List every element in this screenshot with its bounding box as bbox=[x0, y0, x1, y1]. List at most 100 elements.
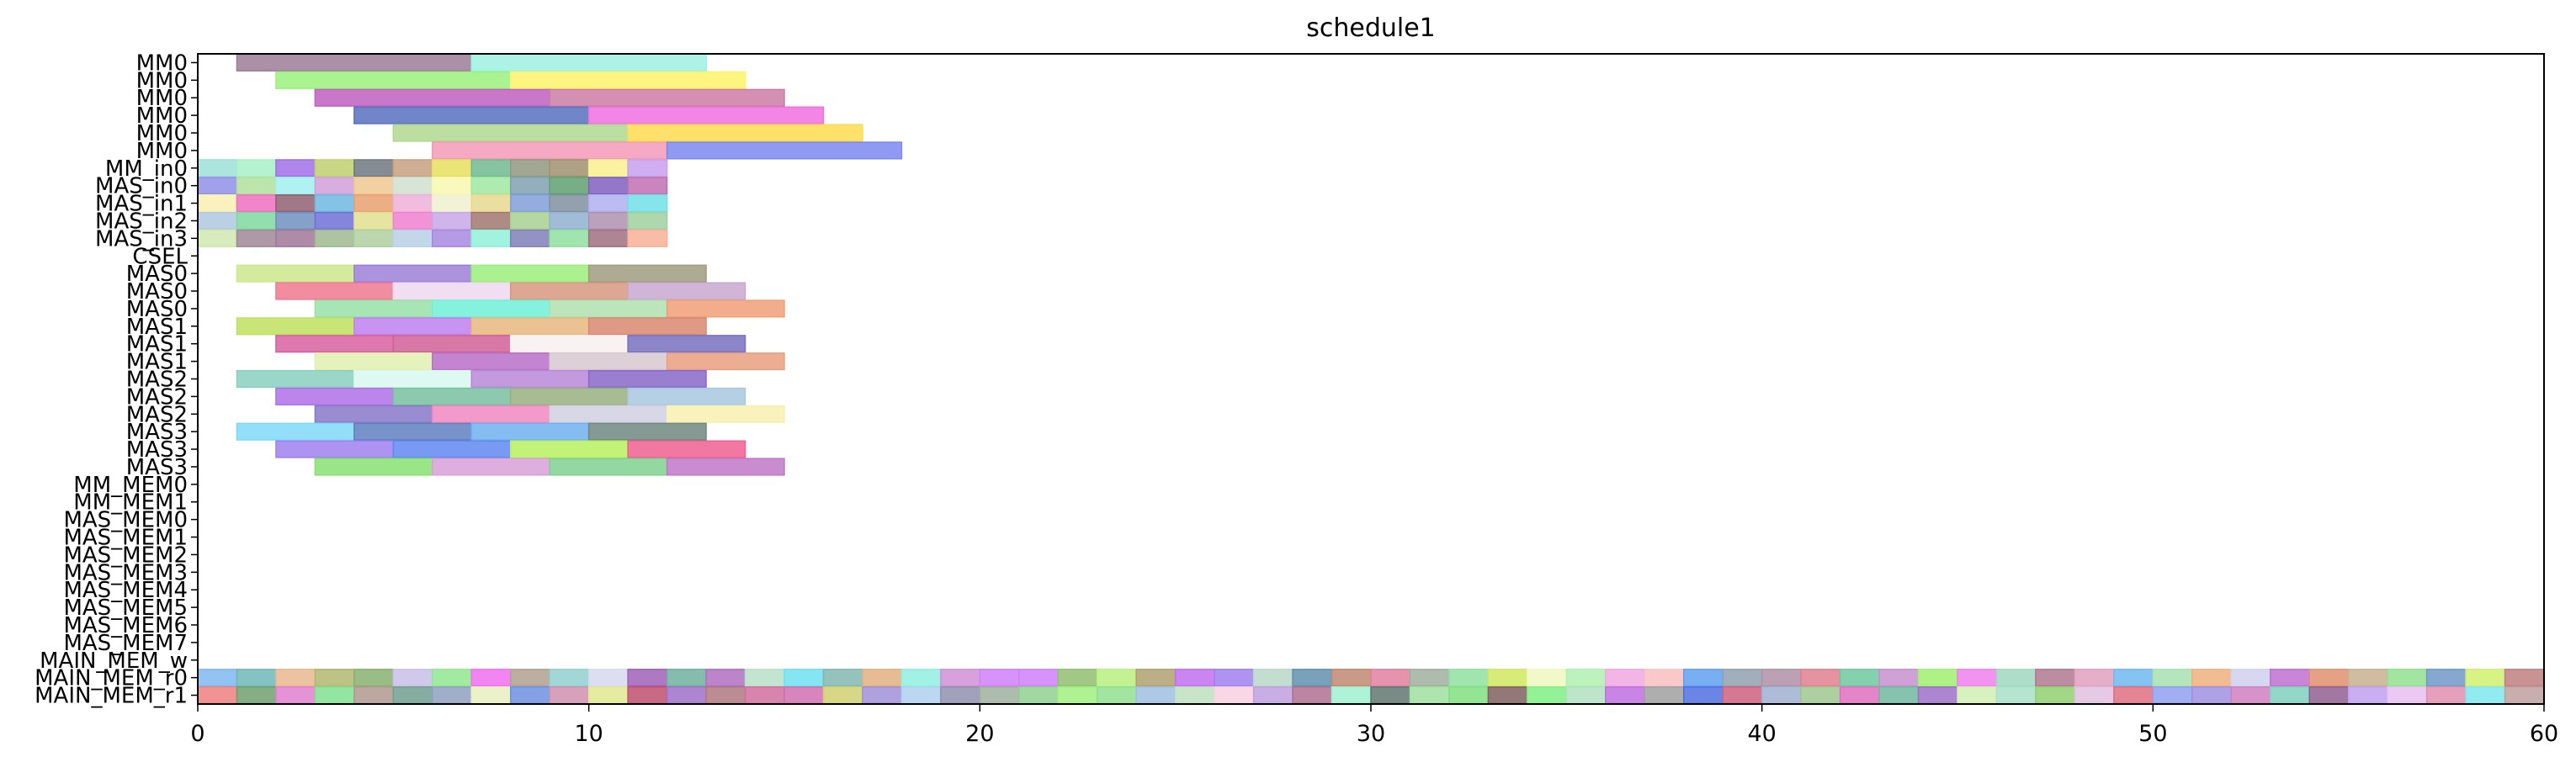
mem-bar bbox=[587, 686, 629, 705]
mem-bar bbox=[1448, 686, 1490, 705]
task-bar bbox=[509, 159, 550, 177]
task-bar bbox=[509, 335, 629, 353]
mem-bar bbox=[236, 686, 277, 705]
task-bar bbox=[549, 352, 668, 371]
task-bar bbox=[353, 159, 395, 177]
mem-bar bbox=[353, 686, 395, 705]
mem-bar bbox=[314, 669, 355, 687]
task-bar bbox=[353, 264, 473, 283]
mem-bar bbox=[2191, 669, 2233, 687]
task-bar bbox=[627, 194, 668, 213]
task-bar bbox=[549, 159, 590, 177]
x-tick-label: 60 bbox=[2530, 721, 2558, 747]
x-tick-label: 30 bbox=[1357, 721, 1385, 747]
mem-bar bbox=[1487, 686, 1528, 705]
task-bar bbox=[353, 194, 395, 213]
task-bar bbox=[236, 53, 473, 72]
y-tick-label: MAS_MEM0 bbox=[63, 508, 188, 533]
mem-bar bbox=[2504, 686, 2545, 705]
mem-bar bbox=[1839, 686, 1880, 705]
task-bar bbox=[587, 317, 707, 336]
mem-bar bbox=[1174, 669, 1215, 687]
mem-bar bbox=[1330, 669, 1372, 687]
task-bar bbox=[549, 211, 590, 230]
mem-bar bbox=[2152, 669, 2193, 687]
task-bar bbox=[549, 88, 785, 107]
mem-bar bbox=[1409, 686, 1450, 705]
task-bar bbox=[470, 53, 707, 72]
mem-bar bbox=[627, 669, 668, 687]
task-bar bbox=[509, 194, 550, 213]
task-bar bbox=[275, 177, 316, 195]
task-bar bbox=[470, 159, 512, 177]
y-tick-label: MM_MEM0 bbox=[73, 473, 188, 498]
x-tick-label: 40 bbox=[1747, 721, 1776, 747]
mem-bar bbox=[1527, 686, 1568, 705]
task-bar bbox=[549, 194, 590, 213]
mem-bar bbox=[1135, 669, 1176, 687]
task-bar bbox=[392, 282, 512, 300]
mem-bar bbox=[1096, 686, 1137, 705]
task-bar bbox=[549, 299, 668, 318]
y-tick-label: MAS_MEM1 bbox=[63, 526, 188, 551]
mem-bar bbox=[940, 669, 981, 687]
mem-bar bbox=[1682, 686, 1724, 705]
task-bar bbox=[587, 229, 629, 247]
task-bar bbox=[275, 387, 395, 405]
task-bar bbox=[432, 177, 473, 195]
task-bar bbox=[314, 211, 355, 230]
mem-bar bbox=[2074, 669, 2115, 687]
task-bar bbox=[509, 440, 629, 458]
task-bar bbox=[392, 387, 512, 405]
mem-bar bbox=[940, 686, 981, 705]
task-bar bbox=[627, 282, 746, 300]
mem-bar bbox=[1957, 669, 1998, 687]
mem-bar bbox=[2230, 669, 2271, 687]
mem-bar bbox=[1409, 669, 1450, 687]
mem-bar bbox=[392, 686, 433, 705]
task-bar bbox=[392, 440, 512, 458]
task-bar bbox=[470, 422, 590, 441]
mem-bar bbox=[979, 669, 1020, 687]
task-bar bbox=[392, 211, 433, 230]
mem-bar bbox=[666, 686, 707, 705]
mem-bar bbox=[1448, 669, 1490, 687]
task-bar bbox=[549, 229, 590, 247]
mem-bar bbox=[275, 669, 316, 687]
y-tick-label: MAS_MEM3 bbox=[63, 560, 188, 585]
task-bar bbox=[314, 229, 355, 247]
task-bar bbox=[627, 335, 746, 353]
task-bar bbox=[587, 422, 707, 441]
mem-bar bbox=[1018, 686, 1060, 705]
mem-bar bbox=[2269, 669, 2310, 687]
x-axis: 0 10 20 30 40 50 60 bbox=[190, 704, 2558, 747]
mem-bar bbox=[314, 686, 355, 705]
mem-bar bbox=[1018, 669, 1060, 687]
chart-title: schedule1 bbox=[1306, 13, 1436, 43]
y-tick-label: MAS2 bbox=[126, 368, 188, 393]
task-bar bbox=[392, 194, 433, 213]
mem-bar bbox=[1605, 669, 1646, 687]
mem-bar bbox=[2387, 669, 2428, 687]
mem-bar bbox=[275, 686, 316, 705]
mem-bar bbox=[1722, 669, 1763, 687]
mem-bar bbox=[432, 669, 473, 687]
mem-bar bbox=[1096, 669, 1137, 687]
task-bar bbox=[353, 106, 590, 124]
bars-layer bbox=[197, 53, 2545, 705]
mem-bar bbox=[979, 686, 1020, 705]
y-axis: MM0MM0MM0MM0MM0MM0MM_in0MAS_in0MAS_in1MA… bbox=[35, 50, 198, 709]
y-tick-label: MAS0 bbox=[126, 262, 188, 287]
mem-bar bbox=[1527, 669, 1568, 687]
task-bar bbox=[236, 194, 277, 213]
task-bar bbox=[197, 194, 238, 213]
mem-bar bbox=[1995, 686, 2037, 705]
mem-bar bbox=[1995, 669, 2037, 687]
mem-bar bbox=[549, 686, 590, 705]
y-tick-label: MM0 bbox=[136, 121, 188, 146]
task-bar bbox=[353, 422, 473, 441]
y-tick-label: MAIN_MEM_r0 bbox=[35, 666, 188, 691]
mem-bar bbox=[2347, 669, 2388, 687]
mem-bar bbox=[2465, 669, 2506, 687]
y-tick-label: MAS_in1 bbox=[95, 192, 188, 217]
